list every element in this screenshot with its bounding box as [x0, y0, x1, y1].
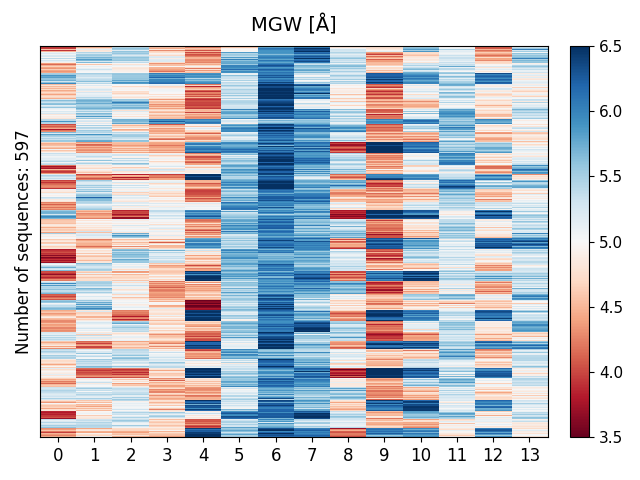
Y-axis label: Number of sequences: 597: Number of sequences: 597 — [15, 129, 33, 354]
Title: MGW [Å]: MGW [Å] — [251, 15, 337, 36]
